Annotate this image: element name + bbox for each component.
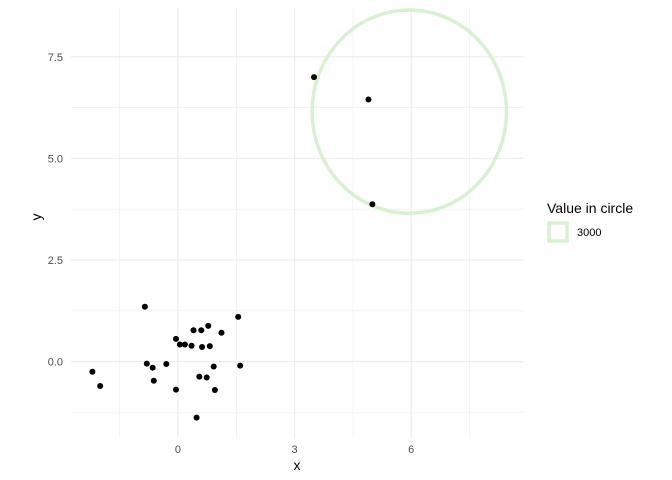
data-point xyxy=(199,343,206,350)
data-point xyxy=(369,201,376,208)
y-axis-title: y xyxy=(28,214,44,221)
y-tick-label: 2.5 xyxy=(48,255,63,267)
y-axis-tick-labels: 0.0 2.5 5.0 7.5 xyxy=(48,52,63,369)
data-point xyxy=(150,377,157,384)
data-point xyxy=(365,96,372,103)
data-point xyxy=(163,361,170,368)
data-point xyxy=(203,374,210,381)
x-tick-label: 0 xyxy=(175,444,181,456)
x-axis-tick-labels: 0 3 6 xyxy=(175,444,414,456)
circle-layer xyxy=(310,8,509,215)
legend-title: Value in circle xyxy=(547,200,633,216)
legend-key xyxy=(547,221,569,243)
data-point xyxy=(188,342,195,349)
x-axis-title: x xyxy=(294,457,301,473)
data-point xyxy=(193,414,200,421)
data-point xyxy=(172,386,179,393)
x-tick-label: 6 xyxy=(408,444,414,456)
data-point xyxy=(211,387,218,394)
data-point xyxy=(143,360,150,367)
y-tick-label: 7.5 xyxy=(48,52,63,64)
data-point xyxy=(237,362,244,369)
data-point xyxy=(141,303,148,310)
legend: Value in circle 3000 xyxy=(547,200,633,243)
legend-label: 3000 xyxy=(577,227,601,239)
data-point xyxy=(181,341,188,348)
data-point xyxy=(149,364,156,371)
data-point xyxy=(172,335,179,342)
data-point xyxy=(218,329,225,336)
data-point xyxy=(176,341,183,348)
data-point xyxy=(190,327,197,334)
y-tick-label: 5.0 xyxy=(48,153,63,165)
point-layer xyxy=(89,74,376,421)
data-point xyxy=(97,382,104,389)
data-point xyxy=(206,343,213,350)
data-point xyxy=(210,363,217,370)
data-point xyxy=(196,373,203,380)
data-point xyxy=(235,313,242,320)
x-tick-label: 3 xyxy=(292,444,298,456)
grid-lines xyxy=(71,8,524,438)
data-point xyxy=(89,368,96,375)
data-point xyxy=(311,74,318,81)
value-circle xyxy=(310,8,509,215)
y-tick-label: 0.0 xyxy=(48,357,63,369)
data-point xyxy=(205,322,212,329)
data-point xyxy=(198,327,205,334)
